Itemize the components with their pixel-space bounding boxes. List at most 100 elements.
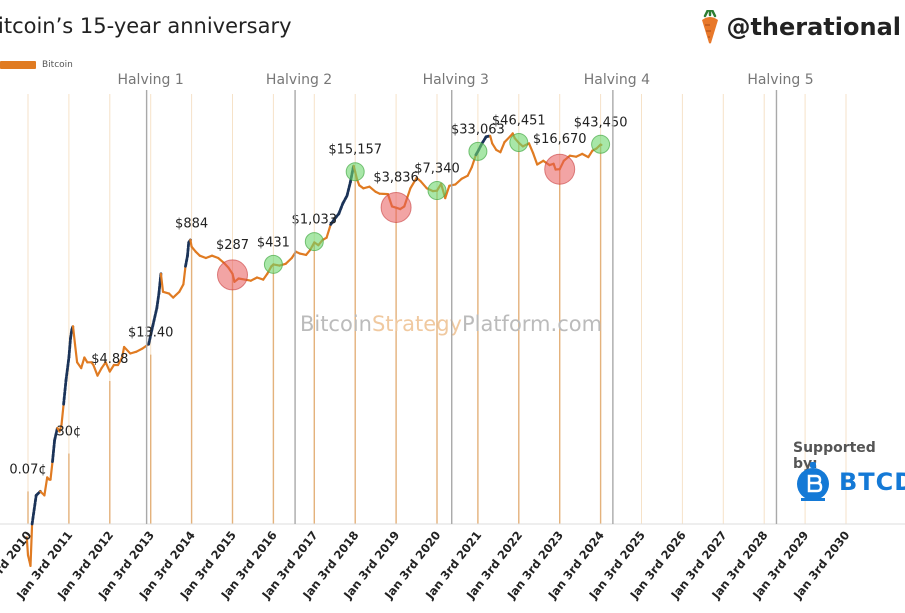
price-segment: [53, 426, 59, 442]
price-segment: [73, 343, 79, 364]
price-segment: [489, 134, 494, 145]
price-label: 0.07¢: [9, 462, 46, 477]
price-segment: [69, 328, 74, 340]
supported-by-label: Supported by:: [793, 440, 876, 472]
price-segment: [172, 290, 181, 299]
price-label: $4.88: [91, 352, 128, 367]
price-segment: [454, 177, 463, 186]
price-label: $1,033: [292, 213, 338, 228]
legend[interactable]: Bitcoin: [0, 60, 73, 70]
price-segment: [92, 363, 99, 377]
price-segment: [574, 152, 584, 158]
bitcoin-robot-icon: [797, 462, 829, 501]
price-segment: [337, 201, 345, 216]
watermark: BitcoinStrategyPlatform.com: [300, 312, 602, 336]
price-segment: [51, 438, 56, 464]
price-label: 30¢: [56, 425, 81, 440]
price-segment: [182, 265, 187, 286]
price-label: $884: [175, 217, 208, 232]
price-label: $15,157: [328, 143, 382, 158]
price-segment: [531, 152, 539, 166]
marker-red-circle[interactable]: [544, 153, 576, 185]
price-segment: [122, 345, 132, 355]
price-segment: [444, 184, 451, 200]
price-segment: [60, 403, 65, 426]
price-segment: [368, 185, 377, 193]
price-segment: [80, 356, 86, 370]
legend-swatch: [0, 61, 36, 69]
price-segment: [108, 363, 116, 373]
price-segment: [186, 240, 191, 258]
sponsor-text: BTCD: [839, 468, 905, 496]
price-segment: [345, 181, 352, 198]
price-segment: [466, 166, 473, 177]
price-segment: [325, 223, 332, 239]
price-segment: [210, 254, 220, 260]
brand-handle-text: @therational: [726, 13, 901, 41]
price-segment: [159, 272, 165, 293]
price-segment: [64, 356, 71, 382]
price-label: $287: [216, 238, 249, 253]
halving-label: Halving 1: [117, 72, 183, 88]
marker-red-circle[interactable]: [217, 259, 248, 291]
price-segment: [189, 238, 193, 248]
price-segment: [587, 149, 594, 159]
watermark-part: Platform.com: [462, 312, 602, 336]
watermark-part: Bitcoin: [300, 312, 372, 336]
watermark-part: Strategy: [372, 312, 462, 336]
price-segment: [67, 336, 72, 359]
price-segment: [499, 141, 506, 154]
price-segment: [527, 142, 535, 155]
halving-label: Halving 2: [266, 72, 332, 88]
marker-red-circle[interactable]: [380, 191, 412, 223]
price-segment: [503, 134, 512, 144]
price-segment: [419, 180, 428, 190]
price-segment: [217, 256, 226, 265]
price-label: $43,450: [574, 115, 628, 130]
price-segment: [62, 378, 68, 406]
price-label: $3,836: [373, 170, 419, 185]
price-segment: [341, 194, 349, 205]
price-segment: [43, 476, 49, 497]
price-label: $7,340: [414, 162, 460, 177]
price-label: $13.40: [128, 326, 174, 341]
chart-title: itcoin’s 15-year anniversary: [0, 14, 292, 38]
price-label: $46,451: [492, 114, 546, 129]
price-segment: [116, 356, 124, 367]
brand-handle: @therational: [700, 10, 901, 44]
price-segment: [184, 254, 189, 268]
marker-green-circle[interactable]: [427, 181, 447, 201]
price-segment: [409, 176, 418, 190]
price-segment: [25, 536, 30, 557]
price-segment: [29, 522, 34, 568]
marker-green-circle[interactable]: [304, 232, 324, 252]
price-segment: [49, 460, 54, 481]
halving-label: Halving 5: [747, 72, 813, 88]
price-segment: [249, 276, 259, 282]
marker-green-circle[interactable]: [345, 162, 365, 182]
price-segment: [460, 174, 469, 180]
price-segment: [135, 347, 144, 353]
price-segment: [30, 493, 38, 526]
price-label: $16,670: [533, 132, 587, 147]
price-segment: [120, 345, 126, 359]
price-segment: [155, 292, 161, 310]
sponsor-logo[interactable]: BTCD: [795, 462, 905, 502]
price-segment: [71, 325, 77, 346]
marker-green-circle[interactable]: [263, 254, 283, 274]
price-segment: [58, 423, 63, 433]
price-segment: [151, 306, 159, 328]
price-segment: [104, 361, 111, 373]
price-segment: [581, 152, 590, 159]
price-label: $431: [257, 235, 290, 250]
price-segment: [96, 367, 103, 377]
marker-green-circle[interactable]: [591, 134, 611, 154]
marker-green-circle[interactable]: [509, 133, 529, 153]
price-segment: [536, 159, 545, 166]
halving-label: Halving 3: [423, 72, 489, 88]
price-label: $33,063: [451, 122, 505, 137]
price-segment: [284, 256, 293, 265]
price-segment: [178, 283, 185, 293]
marker-green-circle[interactable]: [468, 141, 488, 161]
